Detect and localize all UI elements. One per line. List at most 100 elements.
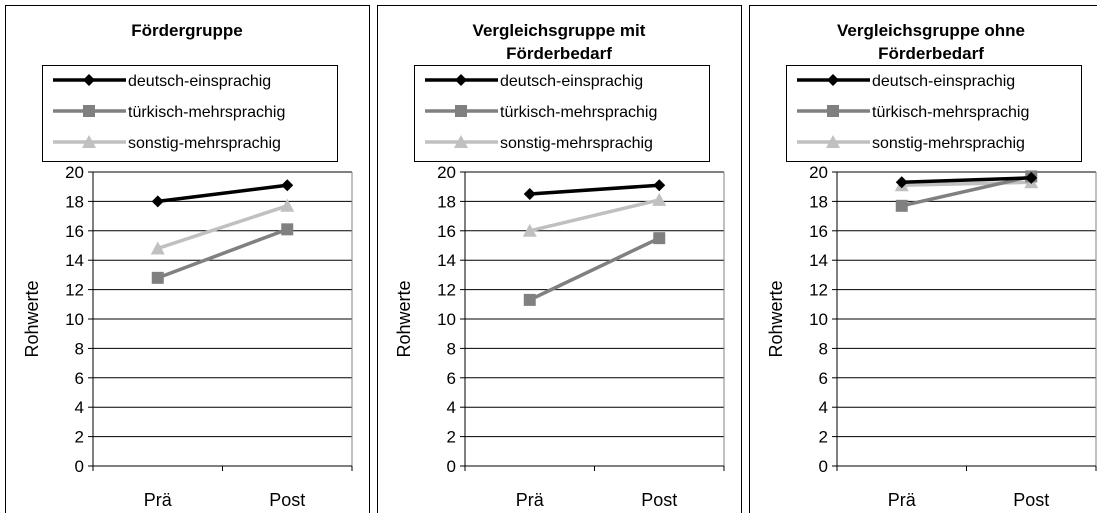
y-tick-label: 18 [437, 192, 456, 211]
legend-marker [455, 105, 467, 117]
chart-title-line-1: Vergleichsgruppe mit [473, 21, 646, 40]
series-line [529, 183, 660, 196]
data-point [280, 198, 295, 212]
legend-label: sonstig-mehrsprachig [128, 135, 281, 152]
series-line [157, 227, 288, 280]
legend-marker [827, 105, 839, 117]
legend-item: türkisch-mehrsprachig [425, 104, 657, 121]
y-tick-label: 14 [437, 251, 456, 270]
series-line [157, 204, 288, 251]
data-point [523, 188, 536, 201]
y-tick-label: 8 [447, 339, 456, 358]
y-axis-title: Rohwerte [394, 280, 414, 357]
data-point [653, 179, 666, 192]
data-point [653, 232, 666, 245]
series-sonstig-mehrsprachig [522, 192, 667, 237]
y-tick-label: 12 [809, 281, 828, 300]
series-deutsch-einsprachig [523, 179, 666, 201]
legend-item: sonstig-mehrsprachig [53, 135, 281, 152]
y-tick-label: 4 [447, 398, 456, 417]
series-deutsch-einsprachig [895, 171, 1038, 189]
y-tick-label: 12 [65, 281, 84, 300]
y-tick-label: 6 [819, 369, 828, 388]
y-tick-label: 4 [819, 398, 828, 417]
series-türkisch-mehrsprachig [523, 232, 666, 306]
data-point [1025, 171, 1038, 184]
x-tick-label: Prä [516, 490, 545, 510]
legend-marker [454, 135, 468, 148]
chart-title-line-2: Förderbedarf [506, 44, 612, 63]
y-tick-label: 2 [75, 428, 84, 447]
y-tick-label: 16 [65, 222, 84, 241]
legend-item: türkisch-mehrsprachig [797, 104, 1029, 121]
y-tick-label: 18 [809, 192, 828, 211]
y-tick-label: 20 [809, 163, 828, 182]
y-axis-title: Rohwerte [22, 280, 42, 357]
legend-item: deutsch-einsprachig [53, 73, 271, 90]
data-point [895, 199, 908, 212]
y-tick-label: 14 [809, 251, 828, 270]
legend-item: türkisch-mehrsprachig [53, 104, 285, 121]
legend-label: türkisch-mehrsprachig [500, 104, 657, 121]
y-tick-label: 6 [75, 369, 84, 388]
y-tick-label: 2 [819, 428, 828, 447]
y-tick-label: 10 [437, 310, 456, 329]
legend-marker [827, 74, 839, 86]
chart-title: Vergleichsgruppe mit Förderbedarf [473, 21, 646, 63]
y-tick-label: 0 [819, 457, 828, 476]
y-tick-label: 16 [809, 222, 828, 241]
y-tick-label: 2 [447, 428, 456, 447]
legend-item: deutsch-einsprachig [797, 73, 1015, 90]
x-tick-label: Post [641, 490, 677, 510]
x-tick-label: Prä [888, 490, 917, 510]
chart-title: Fördergruppe [131, 21, 242, 40]
series-line [157, 183, 288, 204]
legend-label: deutsch-einsprachig [500, 73, 643, 90]
y-tick-label: 10 [65, 310, 84, 329]
data-point [652, 192, 667, 206]
legend-marker [455, 74, 467, 86]
legend-item: deutsch-einsprachig [425, 73, 643, 90]
y-tick-label: 8 [819, 339, 828, 358]
x-tick-label: Post [269, 490, 305, 510]
y-tick-label: 18 [65, 192, 84, 211]
y-axis-title: Rohwerte [766, 280, 786, 357]
chart-panel-3: Vergleichsgruppe ohne Förderbedarf 0 2 4 6 8 10… [749, 5, 1097, 513]
legend-label: türkisch-mehrsprachig [128, 104, 285, 121]
chart-panel-1: Fördergruppe 0 2 4 6 8 10 12 14 16 18 20 Prä Post Rohw… [5, 5, 370, 513]
data-point [523, 293, 536, 306]
legend-item: sonstig-mehrsprachig [425, 135, 653, 152]
legend-item: sonstig-mehrsprachig [797, 135, 1025, 152]
legend-label: sonstig-mehrsprachig [500, 135, 653, 152]
series-line [901, 174, 1032, 208]
y-tick-label: 20 [65, 163, 84, 182]
y-tick-label: 0 [447, 457, 456, 476]
y-tick-label: 4 [75, 398, 84, 417]
legend-label: deutsch-einsprachig [128, 73, 271, 90]
y-tick-label: 12 [437, 281, 456, 300]
series-line [528, 236, 661, 302]
series-deutsch-einsprachig [151, 179, 294, 208]
series-türkisch-mehrsprachig [151, 223, 294, 284]
legend-label: türkisch-mehrsprachig [872, 104, 1029, 121]
chart-panel-2: Vergleichsgruppe mit Förderbedarf 0 2 4 6 8 10 1… [377, 5, 742, 513]
data-point [895, 176, 908, 189]
y-tick-label: 14 [65, 251, 84, 270]
chart-title: Vergleichsgruppe ohne Förderbedarf [837, 21, 1025, 63]
data-point [281, 223, 294, 236]
chart-title-line-2: Förderbedarf [878, 44, 984, 63]
x-tick-label: Post [1013, 490, 1049, 510]
data-point [281, 179, 294, 192]
series-line [901, 176, 1032, 185]
series-line [529, 198, 660, 233]
y-tick-label: 8 [75, 339, 84, 358]
y-tick-label: 16 [437, 222, 456, 241]
legend-label: deutsch-einsprachig [872, 73, 1015, 90]
x-tick-label: Prä [144, 490, 173, 510]
legend-marker [826, 135, 840, 148]
data-point [522, 223, 537, 237]
chart-title-line-1: Vergleichsgruppe ohne [837, 21, 1025, 40]
y-tick-label: 20 [437, 163, 456, 182]
legend-marker [83, 74, 95, 86]
